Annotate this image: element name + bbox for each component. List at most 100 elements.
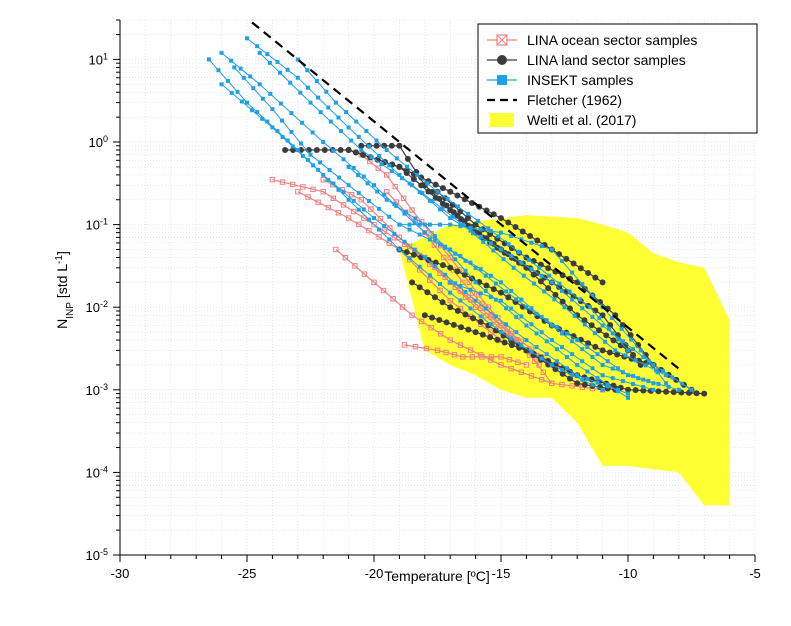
data-point-insekt	[321, 140, 326, 145]
x-ticks: -30 -25 -20 -15 -10 -5	[111, 555, 761, 581]
data-point-insekt	[328, 119, 333, 124]
data-point-land	[632, 387, 639, 394]
data-point-insekt	[488, 322, 493, 327]
data-point-insekt	[623, 353, 628, 358]
data-point-ocean	[506, 356, 513, 363]
legend-label: INSEKT samples	[527, 72, 633, 88]
data-point-land	[566, 375, 573, 382]
data-point-insekt	[364, 129, 369, 134]
data-point-insekt	[539, 314, 544, 319]
data-point-ocean	[269, 176, 276, 183]
data-point-insekt	[504, 289, 509, 294]
data-point-insekt	[382, 223, 387, 228]
data-point-insekt	[438, 222, 443, 227]
data-point-insekt	[275, 129, 280, 134]
data-point-insekt	[435, 189, 440, 194]
data-point-insekt	[600, 373, 605, 378]
data-point-land	[490, 286, 497, 293]
data-point-insekt	[448, 247, 453, 252]
data-point-ocean	[300, 184, 306, 190]
data-point-insekt	[425, 181, 430, 186]
data-point-land	[472, 221, 479, 228]
data-point-insekt	[417, 190, 422, 195]
data-point-insekt	[565, 355, 570, 360]
data-point-ocean	[345, 215, 352, 221]
data-point-insekt	[468, 306, 473, 311]
data-point-land	[619, 322, 626, 329]
data-point-insekt	[603, 339, 608, 344]
data-point-insekt	[267, 60, 272, 65]
data-point-insekt	[384, 148, 389, 153]
data-point-insekt	[559, 367, 564, 372]
data-point-insekt	[585, 376, 590, 381]
data-point-ocean	[310, 186, 316, 193]
data-point-ocean	[515, 359, 521, 365]
data-point-insekt	[235, 89, 240, 94]
data-point-land	[588, 322, 595, 329]
data-point-insekt	[559, 288, 564, 293]
data-point-insekt	[354, 119, 359, 124]
data-point-insekt	[524, 323, 529, 328]
data-point-insekt	[438, 207, 443, 212]
data-point-ocean	[320, 176, 326, 183]
data-point-insekt	[413, 216, 418, 221]
x-tick-label: -20	[365, 566, 384, 581]
data-point-insekt	[473, 280, 478, 285]
data-point-insekt	[514, 314, 519, 319]
data-point-insekt	[356, 173, 361, 178]
data-point-land	[512, 224, 519, 231]
data-point-ocean	[460, 279, 466, 286]
data-point-ocean	[498, 354, 504, 360]
data-point-insekt	[245, 36, 249, 41]
data-point-insekt	[620, 339, 625, 344]
data-point-insekt	[529, 267, 534, 272]
data-point-insekt	[314, 79, 319, 84]
data-point-insekt	[524, 338, 529, 343]
data-point-insekt	[619, 326, 624, 331]
data-point-insekt	[519, 237, 524, 242]
data-point-insekt	[590, 314, 595, 319]
data-point-insekt	[417, 264, 422, 269]
data-point-land	[282, 147, 289, 154]
y-axis-title-sup: -1	[54, 255, 65, 264]
data-point-insekt	[308, 100, 313, 105]
data-point-insekt	[679, 381, 684, 386]
data-point-ocean	[333, 246, 339, 253]
data-point-ocean	[443, 349, 449, 356]
data-point-land	[458, 216, 465, 223]
data-point-insekt	[509, 288, 514, 293]
legend-label: Fletcher (1962)	[527, 92, 622, 108]
data-point-insekt	[562, 305, 567, 310]
data-point-insekt	[570, 339, 575, 344]
data-point-land	[505, 294, 512, 301]
data-point-insekt	[532, 281, 537, 286]
data-point-land	[404, 155, 411, 162]
data-point-land	[358, 142, 365, 149]
data-point-land	[447, 304, 454, 311]
data-point-insekt	[565, 366, 570, 371]
data-point-insekt	[552, 297, 557, 302]
data-point-insekt	[308, 152, 313, 157]
y-axis-title-sub: INP	[65, 302, 76, 319]
data-point-insekt	[580, 377, 585, 382]
data-point-ocean	[427, 277, 433, 283]
data-point-insekt	[427, 222, 432, 227]
data-point-insekt	[318, 110, 323, 115]
data-point-ocean	[498, 322, 504, 329]
x-axis-title: Temperature [ºC]	[384, 568, 490, 584]
data-point-insekt	[641, 377, 646, 382]
data-point-insekt	[605, 382, 610, 387]
data-point-insekt	[504, 322, 509, 327]
data-point-insekt	[478, 291, 483, 296]
data-point-insekt	[455, 204, 460, 209]
data-point-land	[477, 318, 484, 325]
data-point-insekt	[397, 247, 402, 252]
data-point-land	[585, 269, 592, 276]
legend-label: Welti et al. (2017)	[527, 112, 636, 128]
data-point-land	[465, 326, 472, 333]
data-point-insekt	[620, 370, 625, 375]
data-point-ocean	[361, 271, 368, 277]
data-point-ocean	[295, 189, 301, 195]
data-point-insekt	[265, 52, 270, 57]
data-point-insekt	[514, 330, 519, 335]
